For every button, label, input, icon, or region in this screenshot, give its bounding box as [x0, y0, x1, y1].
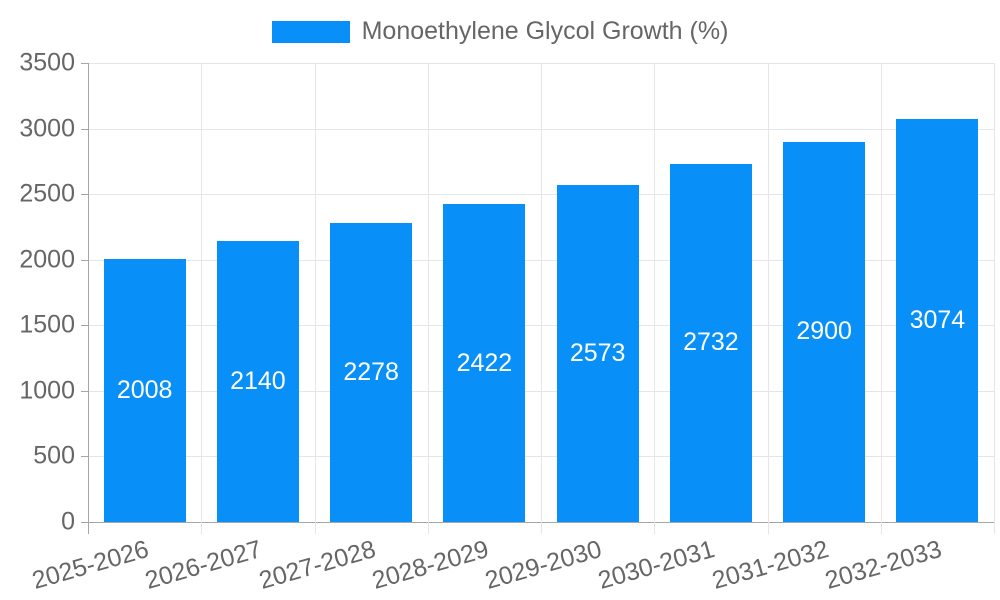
- x-gridline: [541, 63, 542, 534]
- x-axis-tick-label: 2027-2028: [255, 535, 379, 595]
- bar[interactable]: 2140: [216, 241, 299, 522]
- bar-value-label: 2573: [569, 338, 626, 367]
- x-gridline: [314, 63, 316, 534]
- bar[interactable]: 2422: [443, 204, 526, 522]
- legend-label: Monoethylene Glycol Growth (%): [361, 17, 729, 45]
- y-axis-tick-label: 1000: [19, 376, 75, 405]
- x-axis-tick-label: 2029-2030: [482, 535, 605, 595]
- x-gridline: [767, 63, 769, 534]
- bar[interactable]: 3074: [896, 118, 979, 522]
- y-axis-tick-mark: [81, 325, 88, 327]
- legend-swatch: [271, 20, 350, 43]
- bar[interactable]: 2573: [556, 184, 639, 522]
- x-axis-tick-label: 2025-2026: [29, 535, 152, 595]
- bar[interactable]: 2008: [103, 258, 186, 522]
- bar-value-label: 2008: [116, 375, 173, 404]
- bar-value-label: 2422: [456, 348, 513, 377]
- x-axis-tick-label: 2026-2027: [142, 535, 266, 595]
- x-axis-tick-label: 2032-2033: [821, 535, 945, 595]
- bar[interactable]: 2732: [669, 163, 752, 522]
- bar-value-label: 2140: [230, 367, 286, 396]
- bar-value-label: 3074: [909, 305, 966, 334]
- bar[interactable]: 2900: [783, 141, 866, 522]
- y-axis-tick-label: 2000: [19, 245, 75, 274]
- bar-value-label: 2900: [796, 317, 852, 346]
- y-axis-tick-label: 0: [61, 507, 75, 536]
- y-axis-tick-label: 3000: [19, 114, 75, 143]
- y-axis-tick-mark: [81, 259, 88, 261]
- x-gridline: [994, 63, 995, 534]
- x-axis-tick-label: 2030-2031: [595, 535, 719, 595]
- y-axis-tick-label: 2500: [19, 179, 75, 208]
- y-axis-tick-mark: [81, 63, 88, 64]
- y-axis-line: [88, 63, 89, 534]
- legend-item[interactable]: Monoethylene Glycol Growth (%): [271, 17, 729, 46]
- x-gridline: [880, 63, 882, 534]
- y-axis-tick-mark: [81, 194, 88, 196]
- x-gridline: [201, 63, 203, 534]
- y-axis-tick-label: 500: [33, 441, 75, 470]
- y-axis-tick-label: 3500: [19, 48, 75, 77]
- chart-legend: Monoethylene Glycol Growth (%): [0, 17, 1000, 46]
- plot-area: 0 500 1000 1500 2000 2500 3000 3500 2008 2025-202…: [19, 50, 995, 595]
- y-axis-tick-mark: [81, 128, 88, 130]
- x-axis-tick-label: 2031-2032: [708, 535, 832, 595]
- y-axis-tick-mark: [81, 456, 88, 458]
- y-axis-tick-label: 1500: [19, 310, 75, 339]
- x-gridline: [654, 63, 656, 534]
- x-gridline: [427, 63, 429, 534]
- y-axis-tick-mark: [81, 390, 88, 392]
- bar[interactable]: 2278: [330, 223, 413, 522]
- y-axis-tick-mark: [81, 522, 88, 523]
- bar-value-label: 2732: [683, 328, 739, 357]
- x-axis-tick-label: 2028-2029: [368, 535, 492, 595]
- bar-value-label: 2278: [343, 358, 399, 387]
